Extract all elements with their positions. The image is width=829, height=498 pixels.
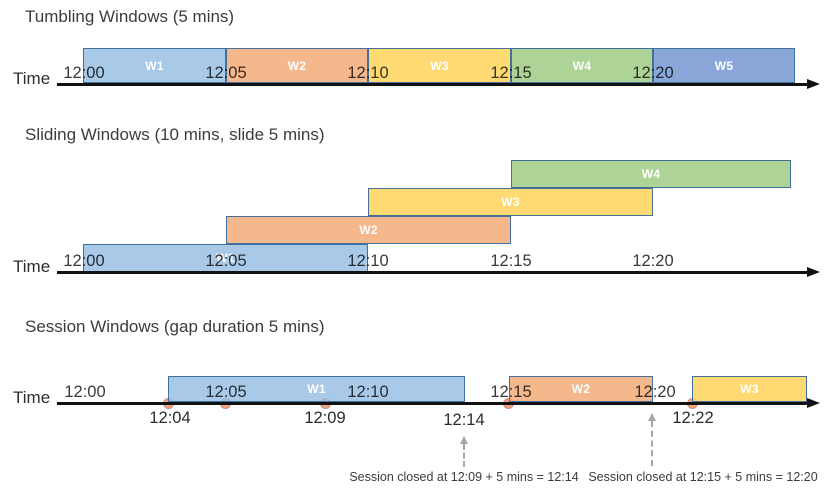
sliding-section-title: Sliding Windows (10 mins, slide 5 mins) [25, 125, 325, 144]
session-axis-arrowhead-icon [807, 397, 820, 408]
session-tick-1210: 12:10 [347, 383, 389, 401]
window-label: W4 [572, 58, 592, 73]
session-event-time-1209: 12:09 [304, 409, 346, 427]
tumbling-tick-1200: 12:00 [63, 64, 105, 82]
tumbling-axis-arrowhead-icon [807, 78, 820, 89]
sliding-window-w3: W3 [368, 188, 653, 216]
tumbling-time-axis [57, 83, 807, 86]
session-close-arrow-icon [647, 413, 656, 421]
sliding-window-w4: W4 [511, 160, 791, 188]
sliding-tick-1220: 12:20 [632, 252, 674, 270]
session-event-time-1204: 12:04 [149, 409, 191, 427]
window-label: W3 [430, 58, 449, 73]
sliding-time-axis [57, 271, 807, 274]
session-tick-1205: 12:05 [205, 383, 247, 401]
session-close-annotation-2: Session closed at 12:15 + 5 mins = 12:20 [588, 470, 818, 484]
session-time-axis-label: Time [13, 388, 51, 407]
window-label: W1 [145, 58, 164, 73]
session-tick-1220: 12:20 [634, 383, 676, 401]
tumbling-window-w2: W2 [226, 48, 368, 83]
window-label: W3 [740, 382, 759, 396]
sliding-tick-1200: 12:00 [63, 252, 105, 270]
window-label: W5 [714, 58, 734, 73]
session-window-w3: W3 [692, 376, 807, 402]
session-event-time-1222: 12:22 [672, 409, 714, 427]
session-tick-1215: 12:15 [490, 383, 532, 401]
session-close-arrow-icon [459, 436, 468, 444]
session-close-annotation-1: Session closed at 12:09 + 5 mins = 12:14 [349, 470, 579, 484]
sliding-window-w2: W2 [226, 216, 511, 244]
session-time-axis [57, 402, 807, 405]
tumbling-window-w5: W5 [653, 48, 795, 83]
sliding-tick-1210: 12:10 [347, 252, 389, 270]
window-label: W2 [287, 58, 307, 73]
session-close-time-1214: 12:14 [443, 411, 485, 429]
sliding-time-axis-label: Time [13, 257, 51, 276]
window-label: W4 [641, 167, 661, 181]
tumbling-window-w1: W1 [83, 48, 226, 83]
session-tick-1200: 12:00 [64, 383, 106, 401]
window-label: W1 [216, 251, 235, 265]
sliding-tick-1215: 12:15 [490, 252, 532, 270]
session-window-w1: W1 [168, 376, 465, 402]
sliding-tick-1205: 12:05 [205, 252, 247, 270]
session-window-w2: W2 [509, 376, 653, 402]
tumbling-window-w4: W4 [511, 48, 653, 83]
window-label: W3 [501, 195, 520, 209]
tumbling-tick-1210: 12:10 [347, 64, 389, 82]
sliding-axis-arrowhead-icon [807, 266, 820, 277]
window-label: W2 [359, 223, 378, 237]
tumbling-time-axis-label: Time [13, 69, 51, 88]
tumbling-tick-1215: 12:15 [490, 64, 532, 82]
window-label: W1 [307, 382, 326, 396]
session-section-title: Session Windows (gap duration 5 mins) [25, 317, 325, 336]
session-close-arrow-shaft [651, 421, 653, 466]
tumbling-section-title: Tumbling Windows (5 mins) [25, 7, 235, 26]
window-label: W2 [571, 382, 591, 396]
tumbling-tick-1220: 12:20 [632, 64, 674, 82]
tumbling-window-w3: W3 [368, 48, 511, 83]
session-close-arrow-shaft [463, 444, 465, 467]
sliding-window-w1: W1 [83, 244, 368, 272]
tumbling-tick-1205: 12:05 [205, 64, 247, 82]
